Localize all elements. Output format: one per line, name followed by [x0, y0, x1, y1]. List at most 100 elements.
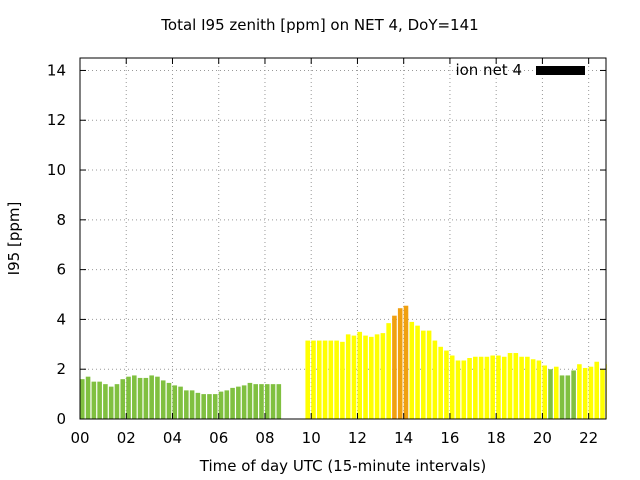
bar — [207, 394, 212, 419]
bar — [351, 335, 357, 419]
bar — [582, 367, 588, 419]
bar — [114, 384, 120, 419]
bar — [409, 321, 415, 419]
bar — [432, 340, 438, 419]
bar — [340, 341, 345, 419]
y-tick-label: 4 — [56, 310, 66, 328]
bar — [334, 340, 339, 419]
bar — [126, 376, 131, 419]
bar — [345, 334, 351, 419]
bar — [369, 336, 374, 419]
y-tick-label: 12 — [47, 111, 66, 129]
bar — [91, 381, 97, 419]
bar — [577, 364, 582, 419]
bar — [530, 359, 536, 419]
bar — [553, 366, 559, 419]
bar — [253, 384, 258, 419]
y-axis-label: I95 [ppm] — [5, 202, 23, 276]
bar — [166, 382, 172, 419]
bar — [184, 390, 189, 419]
bar — [305, 340, 311, 419]
bar — [201, 394, 206, 419]
y-tick-label: 2 — [56, 360, 66, 378]
x-tick-label: 08 — [255, 429, 274, 447]
bar — [363, 335, 368, 419]
bar — [270, 384, 276, 419]
bar — [143, 377, 149, 419]
axis-ticks — [79, 58, 606, 420]
bar — [259, 384, 264, 419]
bar — [565, 375, 571, 419]
bars-group — [80, 305, 607, 419]
bar — [311, 340, 316, 419]
bar — [507, 353, 513, 419]
bar — [357, 331, 363, 419]
x-tick-label: 22 — [579, 429, 598, 447]
x-tick-label: 18 — [487, 429, 506, 447]
bar — [519, 356, 524, 419]
x-axis-label: Time of day UTC (15-minute intervals) — [199, 457, 486, 475]
x-tick-label: 20 — [533, 429, 552, 447]
bar — [426, 330, 432, 419]
chart-title: Total I95 zenith [ppm] on NET 4, DoY=141 — [161, 16, 479, 34]
bar — [478, 356, 484, 419]
legend-swatch — [536, 66, 585, 75]
bar — [322, 340, 328, 419]
bar — [594, 361, 600, 419]
bar — [473, 356, 478, 419]
y-tick-label: 8 — [56, 211, 66, 229]
bar — [461, 360, 467, 419]
bar — [236, 386, 241, 419]
y-tick-label: 0 — [56, 410, 66, 428]
bar — [490, 355, 495, 419]
bar — [536, 360, 542, 419]
bar — [80, 379, 85, 419]
bar — [212, 394, 218, 419]
y-tick-label: 14 — [47, 61, 66, 79]
bar — [600, 369, 605, 419]
bar — [449, 355, 455, 419]
x-tick-label: 12 — [348, 429, 367, 447]
bar — [328, 340, 334, 419]
bar — [380, 333, 386, 419]
y-tick-label: 10 — [47, 161, 66, 179]
x-tick-label: 06 — [209, 429, 228, 447]
bar — [160, 380, 166, 419]
y-tick-label: 6 — [56, 261, 66, 279]
bar — [392, 315, 397, 419]
x-tick-label: 04 — [163, 429, 182, 447]
bar — [120, 379, 126, 419]
bar — [97, 381, 102, 419]
bar — [178, 386, 183, 419]
bar — [513, 353, 519, 419]
bar — [397, 308, 403, 419]
bar — [444, 350, 449, 419]
bar — [484, 356, 490, 419]
bar — [241, 385, 247, 419]
bar — [548, 369, 553, 419]
bar — [467, 358, 472, 419]
bar — [108, 386, 114, 419]
plot-frame — [79, 57, 607, 420]
x-tick-label: 02 — [117, 429, 136, 447]
bar — [264, 384, 270, 419]
bar — [189, 390, 195, 419]
bar — [155, 376, 160, 419]
bar — [386, 323, 391, 419]
bar — [421, 330, 426, 419]
bar — [316, 340, 322, 419]
bar — [438, 346, 443, 419]
bar — [137, 377, 143, 419]
bar — [525, 356, 530, 419]
bar — [571, 370, 576, 419]
bar — [276, 384, 282, 419]
bar — [195, 392, 201, 419]
bar — [403, 305, 409, 419]
bar — [218, 391, 224, 419]
bar — [588, 366, 594, 419]
bar — [172, 385, 178, 419]
bar — [149, 375, 154, 419]
bar — [542, 365, 547, 419]
